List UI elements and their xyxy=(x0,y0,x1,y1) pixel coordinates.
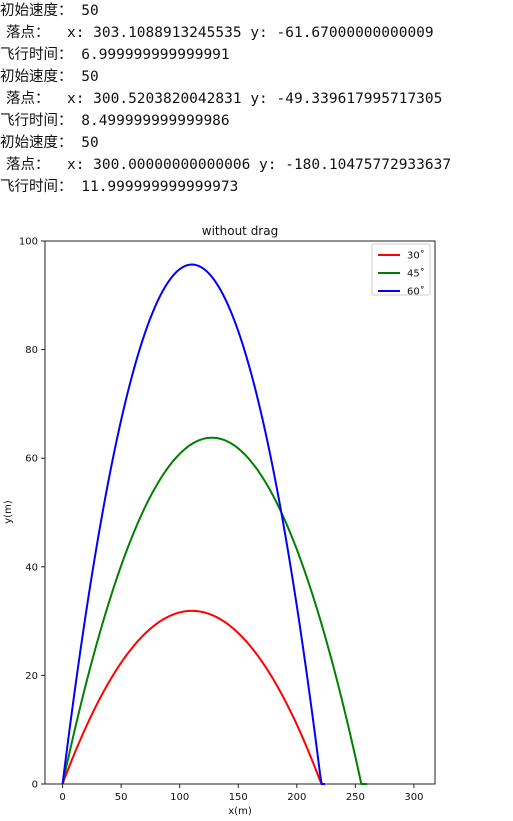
time-label: 飞行时间： xyxy=(0,113,73,129)
time-label: 飞行时间： xyxy=(0,47,73,63)
speed-label: 初始速度： xyxy=(0,135,73,151)
time-value: 6.999999999999991 xyxy=(81,47,230,63)
legend: 30˚ 45˚ 60˚ xyxy=(371,243,431,298)
landing-line: 落点： x: 300.5203820042831 y: -49.33961799… xyxy=(0,88,513,110)
time-value: 8.499999999999986 xyxy=(81,113,230,129)
speed-line: 初始速度： 50 xyxy=(0,66,513,88)
legend-label-2: 45˚ xyxy=(407,268,425,280)
x-tick-label: 200 xyxy=(287,792,306,803)
speed-value: 50 xyxy=(81,3,99,19)
landing-x: x: 300.00000000000006 xyxy=(66,157,251,173)
y-tick-label: 100 xyxy=(19,237,38,248)
x-tick-label: 150 xyxy=(229,792,248,803)
x-tick-label: 250 xyxy=(346,792,365,803)
speed-label: 初始速度： xyxy=(0,69,73,85)
x-axis-label: x(m) xyxy=(228,806,252,817)
speed-label: 初始速度： xyxy=(0,3,73,19)
y-axis-label: y(m) xyxy=(3,500,14,524)
chart-title: without drag xyxy=(202,224,278,238)
landing-y: y: -49.339617995717305 xyxy=(250,91,443,107)
landing-label: 落点： xyxy=(6,25,50,41)
time-line: 飞行时间： 8.499999999999986 xyxy=(0,110,513,132)
speed-line: 初始速度： 50 xyxy=(0,0,513,22)
landing-line: 落点： x: 303.1088913245535 y: -61.67000000… xyxy=(0,22,513,44)
series-line-2 xyxy=(61,436,368,785)
landing-label: 落点： xyxy=(6,91,50,107)
landing-x: x: 303.1088913245535 xyxy=(66,25,242,41)
x-tick-label: 50 xyxy=(115,792,128,803)
speed-line: 初始速度： 50 xyxy=(0,132,513,154)
landing-y: y: -180.10475772933637 xyxy=(259,157,452,173)
y-tick-label: 20 xyxy=(25,671,38,682)
console-output: 初始速度： 50 落点： x: 303.1088913245535 y: -61… xyxy=(0,0,513,198)
time-value: 11.999999999999973 xyxy=(81,179,239,195)
time-label: 飞行时间： xyxy=(0,179,73,195)
trajectory-chart: without drag 0 50 100 150 200 250 300 0 20 40 60 80… xyxy=(3,224,436,817)
legend-items: 30˚ 45˚ 60˚ xyxy=(378,250,425,298)
x-tick-label: 300 xyxy=(404,792,423,803)
series-line-1 xyxy=(61,609,325,785)
y-tick-label: 40 xyxy=(25,562,38,573)
time-line: 飞行时间： 11.999999999999973 xyxy=(0,176,513,198)
landing-x: x: 300.5203820042831 xyxy=(66,91,242,107)
y-tick-label: 0 xyxy=(32,780,38,791)
x-tick-label: 0 xyxy=(59,792,65,803)
landing-line: 落点： x: 300.00000000000006 y: -180.104757… xyxy=(0,154,513,176)
legend-label-1: 30˚ xyxy=(407,250,425,262)
series-line-3 xyxy=(61,263,325,785)
y-tick-label: 80 xyxy=(25,345,38,356)
legend-box xyxy=(371,243,431,296)
y-tick-label: 60 xyxy=(25,454,38,465)
x-tick-label: 100 xyxy=(170,792,189,803)
landing-label: 落点： xyxy=(6,157,50,173)
time-line: 飞行时间： 6.999999999999991 xyxy=(0,44,513,66)
speed-value: 50 xyxy=(81,135,99,151)
series-layer xyxy=(61,263,368,785)
speed-value: 50 xyxy=(81,69,99,85)
plot-frame xyxy=(44,240,436,785)
landing-y: y: -61.67000000000009 xyxy=(250,25,434,41)
legend-label-3: 60˚ xyxy=(407,286,425,298)
tick-layer: 0 50 100 150 200 250 300 0 20 40 60 80 100 xyxy=(19,237,424,804)
